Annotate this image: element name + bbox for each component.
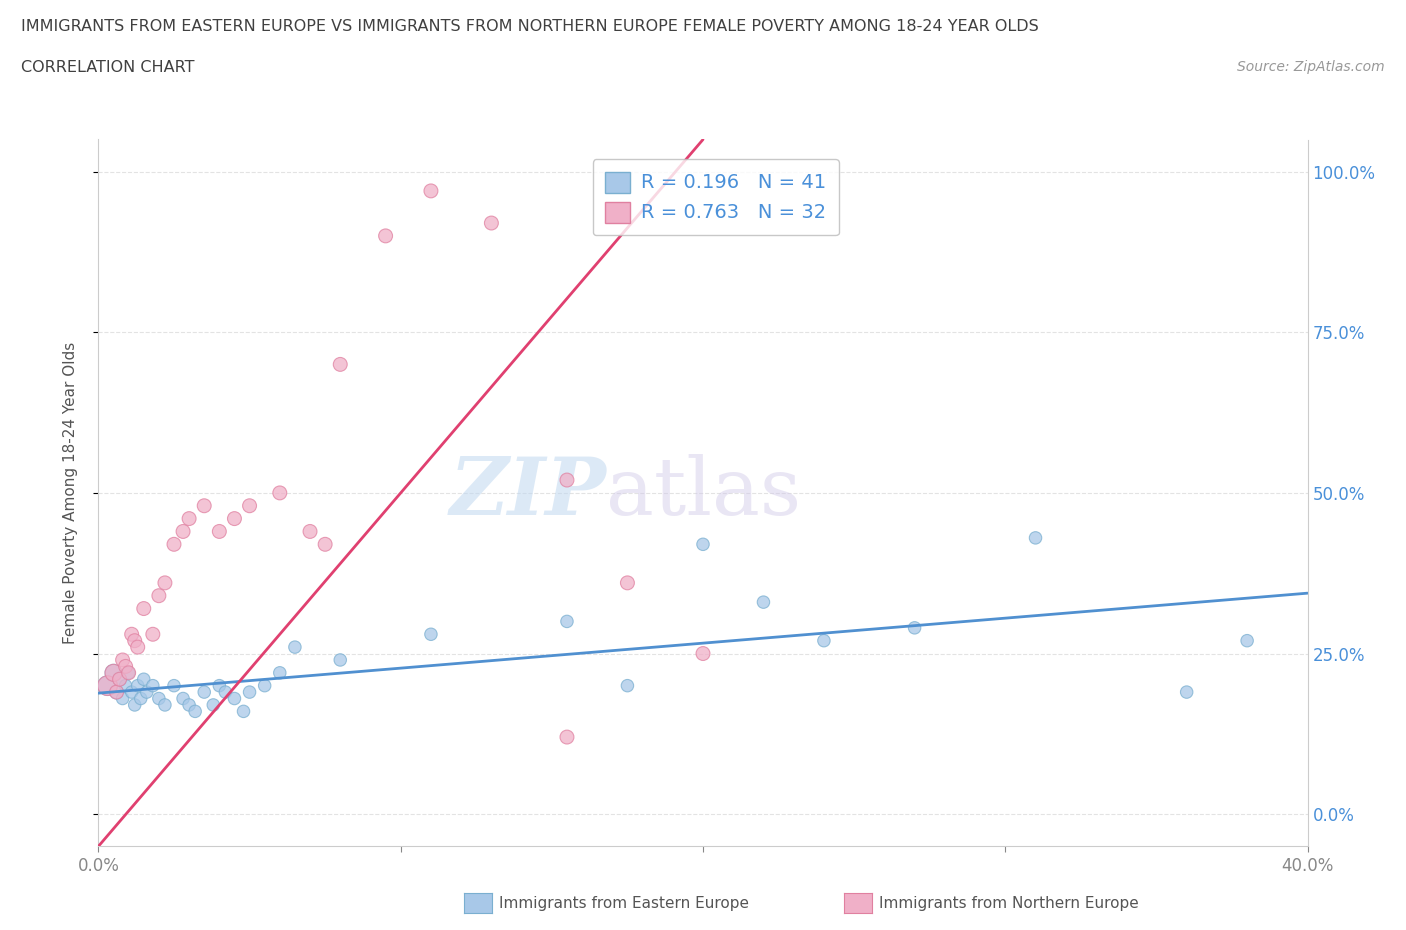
Point	[616, 678, 638, 693]
Point	[129, 691, 152, 706]
Point	[148, 691, 170, 706]
Point	[329, 357, 352, 372]
Point	[269, 485, 291, 500]
Point	[132, 671, 155, 686]
Point	[179, 698, 201, 712]
Point	[208, 524, 231, 538]
Point	[111, 691, 134, 706]
Point	[239, 498, 262, 513]
Point	[224, 512, 246, 526]
Point	[108, 671, 131, 686]
Point	[118, 665, 141, 680]
Text: Source: ZipAtlas.com: Source: ZipAtlas.com	[1237, 60, 1385, 74]
Point	[299, 524, 322, 538]
Point	[135, 684, 157, 699]
Point	[132, 601, 155, 616]
Point	[193, 498, 215, 513]
Point	[232, 704, 254, 719]
Point	[96, 678, 118, 693]
Point	[124, 698, 146, 712]
Point	[214, 684, 236, 699]
Point	[202, 698, 225, 712]
Text: ZIP: ZIP	[450, 454, 606, 532]
Point	[616, 576, 638, 591]
Text: Immigrants from Northern Europe: Immigrants from Northern Europe	[879, 897, 1139, 911]
Point	[105, 684, 128, 699]
Point	[111, 653, 134, 668]
Text: CORRELATION CHART: CORRELATION CHART	[21, 60, 194, 75]
Point	[374, 229, 396, 244]
Point	[118, 665, 141, 680]
Y-axis label: Female Poverty Among 18-24 Year Olds: Female Poverty Among 18-24 Year Olds	[63, 342, 77, 644]
Point	[124, 633, 146, 648]
Point	[172, 524, 194, 538]
Point	[121, 684, 143, 699]
Point	[127, 640, 149, 655]
Point	[239, 684, 262, 699]
Point	[420, 183, 443, 198]
Point	[813, 633, 835, 648]
Point	[96, 678, 118, 693]
Point	[314, 537, 336, 551]
Point	[224, 691, 246, 706]
Point	[163, 537, 186, 551]
Point	[1175, 684, 1198, 699]
Text: IMMIGRANTS FROM EASTERN EUROPE VS IMMIGRANTS FROM NORTHERN EUROPE FEMALE POVERTY: IMMIGRANTS FROM EASTERN EUROPE VS IMMIGR…	[21, 19, 1039, 33]
Point	[692, 537, 714, 551]
Point	[1236, 633, 1258, 648]
Point	[555, 614, 578, 629]
Point	[193, 684, 215, 699]
Point	[148, 589, 170, 604]
Point	[127, 678, 149, 693]
Point	[105, 684, 128, 699]
Point	[420, 627, 443, 642]
Point	[172, 691, 194, 706]
Point	[269, 665, 291, 680]
Point	[1024, 530, 1046, 545]
Point	[284, 640, 307, 655]
Point	[163, 678, 186, 693]
Point	[481, 216, 503, 231]
Text: atlas: atlas	[606, 454, 801, 532]
Point	[555, 730, 578, 745]
Point	[153, 576, 176, 591]
Point	[114, 659, 136, 674]
Point	[114, 678, 136, 693]
Point	[752, 594, 775, 609]
Point	[184, 704, 207, 719]
Point	[692, 646, 714, 661]
Point	[153, 698, 176, 712]
Point	[253, 678, 276, 693]
Point	[208, 678, 231, 693]
Point	[179, 512, 201, 526]
Point	[142, 678, 165, 693]
Point	[103, 665, 125, 680]
Point	[142, 627, 165, 642]
Point	[904, 620, 927, 635]
Point	[555, 472, 578, 487]
Point	[103, 665, 125, 680]
Point	[108, 671, 131, 686]
Point	[329, 653, 352, 668]
Point	[121, 627, 143, 642]
Text: Immigrants from Eastern Europe: Immigrants from Eastern Europe	[499, 897, 749, 911]
Legend: R = 0.196   N = 41, R = 0.763   N = 32: R = 0.196 N = 41, R = 0.763 N = 32	[592, 159, 839, 235]
